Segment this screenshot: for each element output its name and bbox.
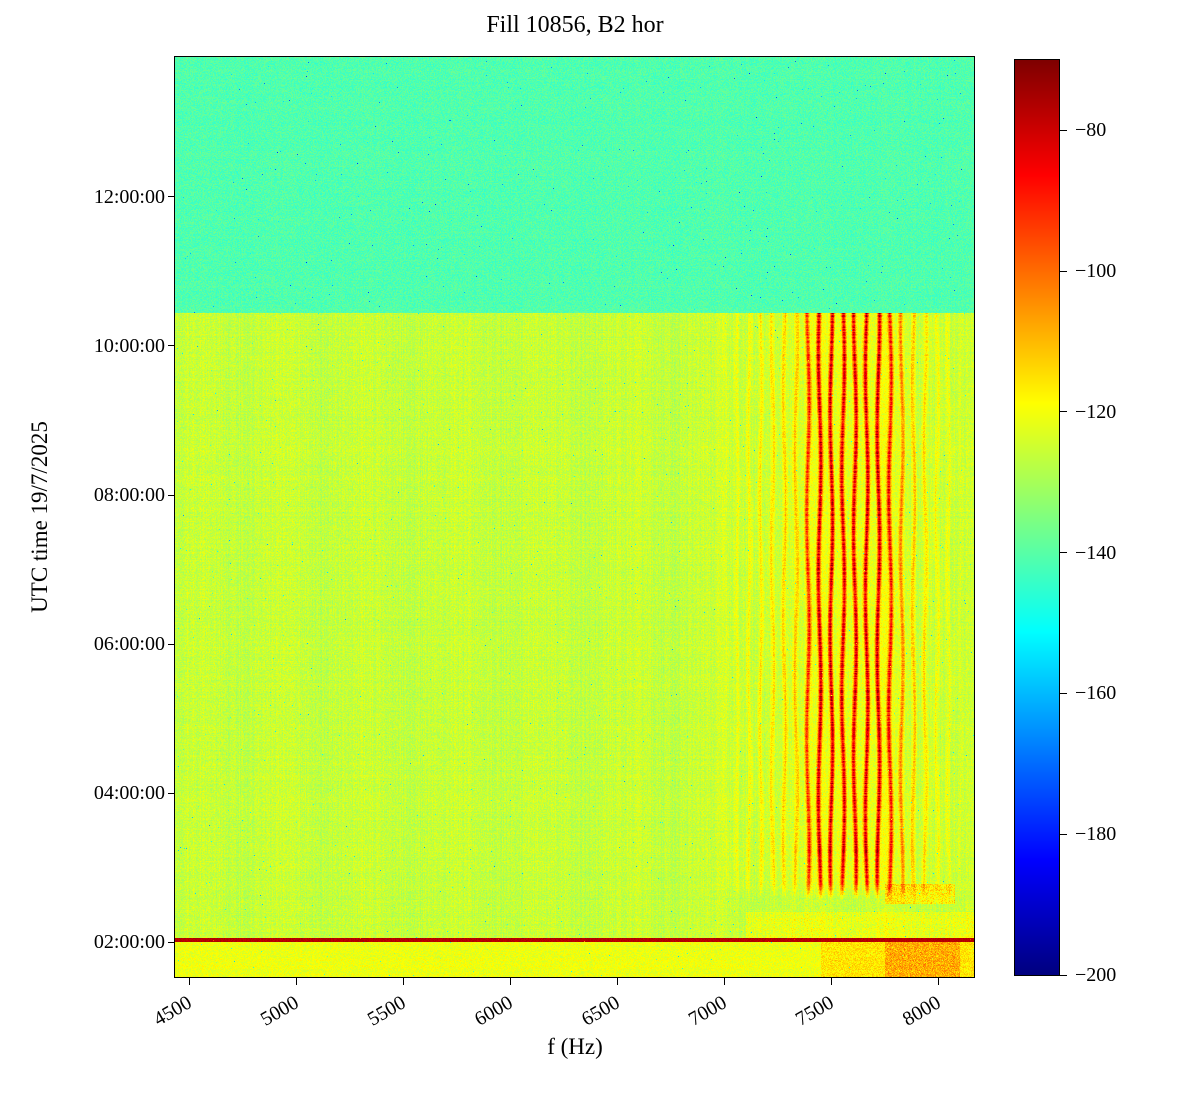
colorbar-tick-mark [1060,692,1067,694]
plot-title: Fill 10856, B2 hor [486,12,664,38]
colorbar-tick-mark [1060,974,1067,976]
x-tick-mark [617,978,619,985]
y-tick-label: 06:00:00 [93,633,165,655]
colorbar-tick-label: −100 [1075,260,1117,283]
y-tick-mark [168,196,175,198]
colorbar-tick-label: −120 [1075,400,1117,423]
y-tick-mark [168,792,175,794]
y-tick-label: 08:00:00 [93,484,165,506]
colorbar-tick-mark [1060,129,1067,131]
y-tick-mark [168,345,175,347]
y-tick-label: 12:00:00 [93,185,165,208]
colorbar-gradient [1015,60,1060,975]
colorbar-tick-label: −80 [1075,119,1107,142]
y-tick-mark [168,643,175,645]
colorbar-tick-label: −160 [1075,682,1117,705]
x-tick-mark [510,978,512,985]
y-tick-label: 04:00:00 [93,782,165,804]
y-tick-mark [168,941,175,943]
x-tick-mark [189,978,191,985]
colorbar-tick-label: −140 [1075,541,1117,564]
colorbar-tick-label: −200 [1075,964,1117,986]
y-axis-label: UTC time 19/7/2025 [27,421,52,613]
x-tick-mark [296,978,298,985]
colorbar-tick-mark [1060,270,1067,272]
colorbar-tick-mark [1060,552,1067,554]
spectrogram-heatmap [175,57,975,978]
x-tick-mark [724,978,726,985]
y-tick-mark [168,494,175,496]
y-tick-label: 02:00:00 [93,931,165,953]
x-tick-mark [938,978,940,985]
y-tick-label: 10:00:00 [93,334,165,357]
x-tick-mark [831,978,833,985]
colorbar-tick-mark [1060,411,1067,413]
x-axis-label: f (Hz) [547,1034,603,1059]
colorbar-tick-mark [1060,833,1067,835]
x-tick-mark [403,978,405,985]
colorbar-tick-label: −180 [1075,823,1117,846]
